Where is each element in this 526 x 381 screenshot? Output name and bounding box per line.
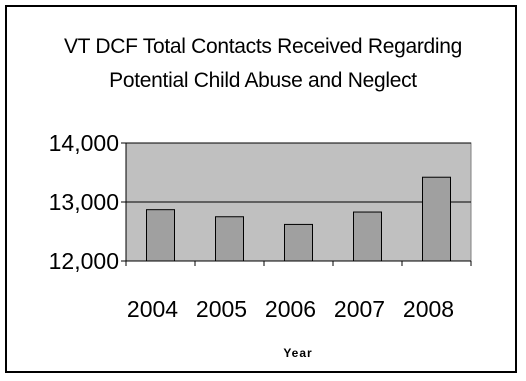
y-tick-label-14,000: 14,000	[49, 130, 119, 156]
gridlines	[126, 142, 471, 203]
x-tick-label-2008: 2008	[403, 296, 454, 322]
y-tick-label-12,000: 12,000	[49, 248, 119, 274]
bar-2008	[422, 176, 451, 262]
chart-title-line-2: Potential Child Abuse and Neglect	[109, 69, 417, 92]
y-tick-label-13,000: 13,000	[49, 189, 119, 215]
x-axis-ticks: 2004 2005 2006 2007 2008	[125, 261, 472, 322]
x-tick-label-2005: 2005	[196, 296, 247, 322]
bar-2006	[284, 223, 313, 262]
x-axis-label: Year	[283, 346, 312, 360]
x-tick-label-2006: 2006	[265, 296, 316, 322]
x-tick-label-2007: 2007	[334, 296, 385, 322]
bars	[146, 176, 451, 262]
y-axis-ticks: 12,000 13,000 14,000	[49, 130, 126, 274]
bar-2005	[215, 216, 244, 262]
chart-title-line-1: VT DCF Total Contacts Received Regarding	[63, 35, 463, 58]
x-tick-label-2004: 2004	[127, 296, 178, 322]
bar-2007	[353, 211, 382, 262]
chart-title: VT DCF Total Contacts Received Regarding…	[0, 30, 526, 98]
bar-2004	[146, 209, 175, 262]
